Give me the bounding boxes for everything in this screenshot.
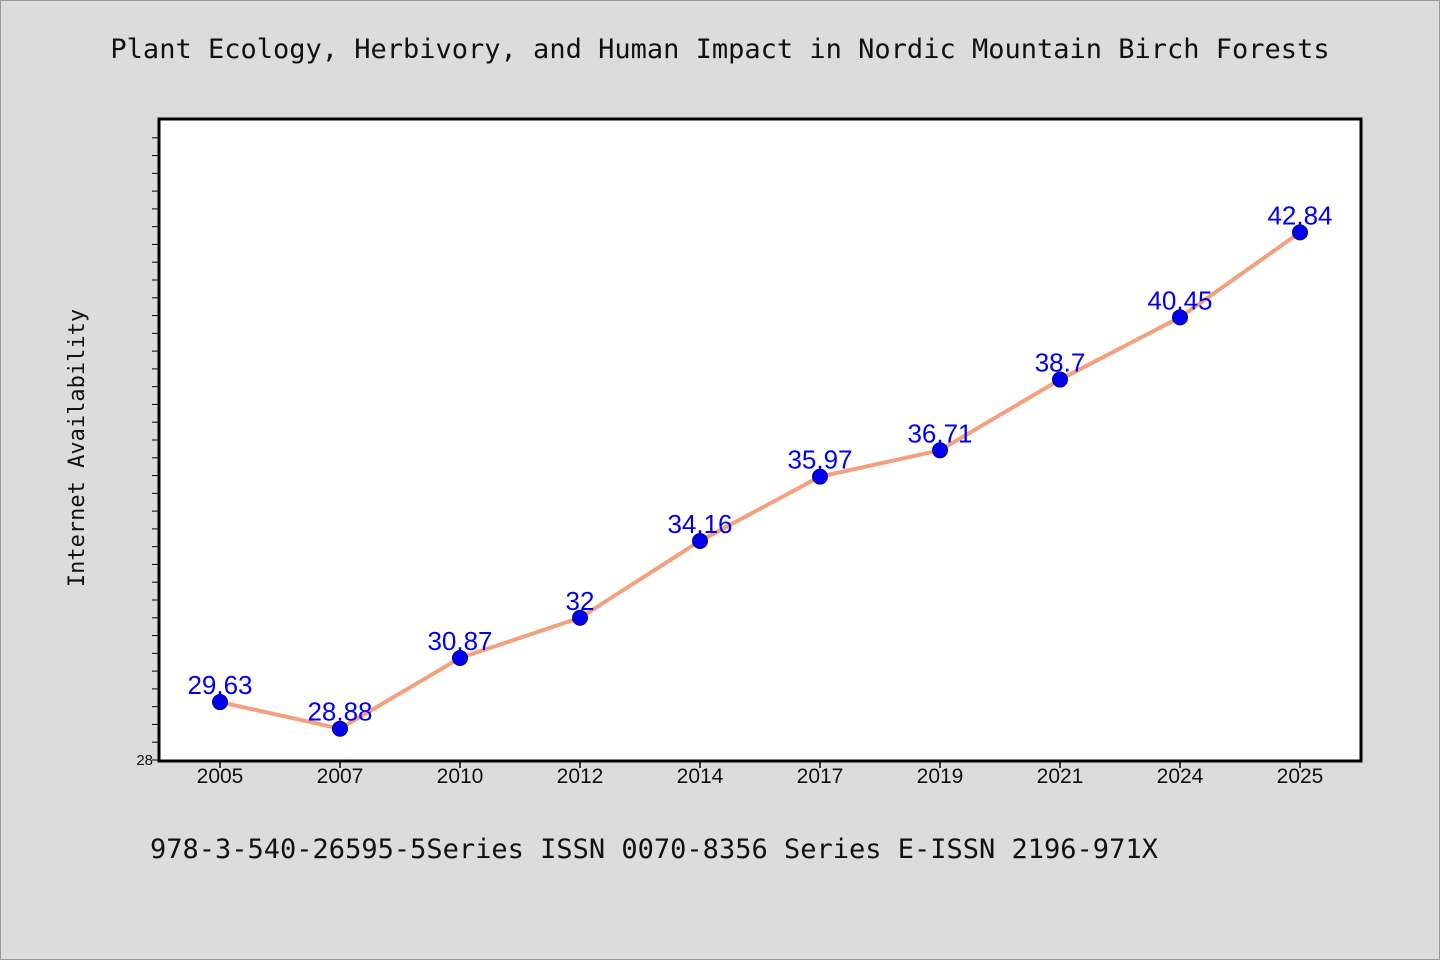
data-label: 30.87 bbox=[427, 626, 492, 656]
x-tick-label: 2017 bbox=[797, 765, 844, 788]
data-point bbox=[692, 532, 708, 549]
series-line bbox=[219, 230, 1302, 731]
x-axis-ticks: 2005 2007 2010 2012 2014 2017 2019 2021 2024 2025 bbox=[197, 760, 1324, 788]
data-point bbox=[452, 649, 468, 666]
x-tick-label: 2019 bbox=[917, 765, 964, 788]
y-tick-label: 28 bbox=[136, 752, 153, 769]
data-label: 35.97 bbox=[787, 445, 852, 475]
footer-isbn-issn: 978-3-540-26595-5Series ISSN 0070-8356 S… bbox=[150, 834, 1158, 865]
data-point bbox=[1292, 224, 1308, 241]
data-points bbox=[212, 224, 1308, 737]
data-label: 28.88 bbox=[307, 697, 372, 727]
x-tick-label: 2021 bbox=[1037, 765, 1084, 788]
data-point bbox=[212, 694, 228, 711]
y-axis-label: Internet Availability bbox=[65, 309, 90, 587]
x-tick-label: 2025 bbox=[1277, 765, 1324, 788]
x-tick-label: 2010 bbox=[437, 765, 484, 788]
plot-area bbox=[157, 117, 1363, 763]
x-tick-label: 2014 bbox=[677, 765, 724, 788]
y-axis-ticks: 28 bbox=[136, 137, 160, 769]
data-point bbox=[932, 442, 948, 459]
x-tick-label: 2012 bbox=[557, 765, 604, 788]
data-label: 29.63 bbox=[187, 670, 252, 700]
x-tick-label: 2007 bbox=[317, 765, 364, 788]
data-label: 34.16 bbox=[667, 509, 732, 539]
chart-title: Plant Ecology, Herbivory, and Human Impa… bbox=[110, 34, 1330, 65]
data-point bbox=[1052, 371, 1068, 388]
data-label: 42.84 bbox=[1267, 200, 1332, 230]
data-point bbox=[572, 609, 588, 626]
data-label: 38.7 bbox=[1035, 348, 1086, 378]
data-label: 32 bbox=[566, 586, 595, 616]
data-point bbox=[1172, 309, 1188, 326]
x-tick-label: 2024 bbox=[1157, 765, 1204, 788]
data-point bbox=[332, 720, 348, 737]
data-labels: 29.63 28.88 30.87 32 34.16 35.97 36.71 38.7 40.4… bbox=[187, 200, 1332, 726]
data-point bbox=[812, 468, 828, 485]
data-label: 40.45 bbox=[1147, 285, 1212, 315]
data-label: 36.71 bbox=[907, 418, 972, 448]
x-tick-label: 2005 bbox=[197, 765, 244, 788]
